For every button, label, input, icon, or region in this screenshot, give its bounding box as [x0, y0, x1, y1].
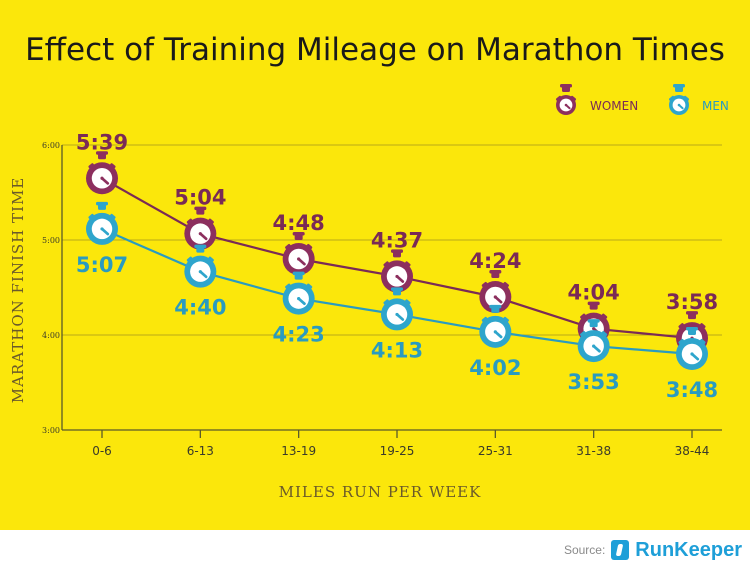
- legend-label-men: MEN: [702, 99, 729, 113]
- x-tick-label: 13-19: [281, 444, 316, 458]
- stopwatch-icon: [184, 244, 217, 288]
- stopwatch-icon: [86, 151, 118, 195]
- stopwatch-icon: [282, 232, 315, 275]
- data-label-women: 4:24: [469, 249, 521, 273]
- y-tick-label: 6:00: [42, 141, 60, 150]
- x-tick-label: 19-25: [380, 444, 415, 458]
- data-label-men: 5:07: [76, 253, 128, 277]
- stopwatch-icon: [555, 84, 577, 115]
- y-tick-label: 4:00: [42, 331, 60, 340]
- y-tick-label: 3:00: [42, 426, 60, 435]
- stopwatch-icon: [381, 287, 413, 331]
- stopwatch-icon: [668, 84, 690, 115]
- data-label-men: 4:13: [371, 338, 423, 362]
- x-tick-label: 38-44: [675, 444, 710, 458]
- stopwatch-icon: [381, 249, 413, 293]
- data-label-men: 3:53: [568, 370, 620, 394]
- data-label-women: 4:48: [273, 211, 325, 235]
- axis-ticks: 6:00 5:00 4:00 3:00 0-6 6-13 13-19 19-25 25-31 31…: [42, 141, 722, 458]
- y-axis-title: MARATHON FINISH TIME: [9, 177, 27, 404]
- stopwatch-icon: [479, 304, 512, 348]
- data-label-women: 3:58: [666, 290, 718, 314]
- data-label-men: 4:02: [469, 356, 521, 380]
- stopwatch-icon: [577, 319, 610, 363]
- stopwatch-icon: [282, 271, 315, 315]
- y-tick-label: 5:00: [42, 236, 60, 245]
- series-markers: [86, 151, 708, 370]
- runkeeper-logo-icon: [611, 540, 630, 560]
- chart-panel: Effect of Training Mileage on Marathon T…: [0, 0, 750, 530]
- source-label: Source:: [563, 543, 606, 557]
- data-label-women: 5:39: [76, 130, 128, 154]
- x-tick-label: 6-13: [187, 444, 214, 458]
- data-label-women: 4:37: [371, 228, 423, 252]
- data-labels: 5:39 5:04 4:48 4:37 4:24 4:04 3:58 5:07 4:40 4:23…: [76, 130, 718, 402]
- stopwatch-icon: [479, 270, 512, 313]
- stopwatch-icon: [184, 206, 217, 250]
- data-label-men: 4:23: [273, 323, 325, 347]
- line-chart: Effect of Training Mileage on Marathon T…: [9, 32, 729, 501]
- x-tick-label: 0-6: [92, 444, 112, 458]
- data-label-men: 4:40: [174, 296, 226, 320]
- x-axis-title: MILES RUN PER WEEK: [279, 483, 482, 501]
- gridlines: [62, 144, 722, 336]
- legend-label-women: WOMEN: [590, 99, 638, 113]
- source-credit: Source: RunKeeper: [564, 537, 742, 563]
- data-label-men: 3:48: [666, 378, 718, 402]
- chart-title: Effect of Training Mileage on Marathon T…: [25, 32, 725, 68]
- data-label-women: 4:04: [568, 281, 620, 305]
- stopwatch-icon: [676, 327, 708, 370]
- source-brand[interactable]: RunKeeper: [635, 538, 742, 561]
- legend: WOMEN MEN: [555, 84, 729, 115]
- stopwatch-icon: [86, 201, 118, 245]
- x-tick-label: 31-38: [576, 444, 611, 458]
- data-label-women: 5:04: [174, 186, 226, 210]
- x-tick-label: 25-31: [478, 444, 513, 458]
